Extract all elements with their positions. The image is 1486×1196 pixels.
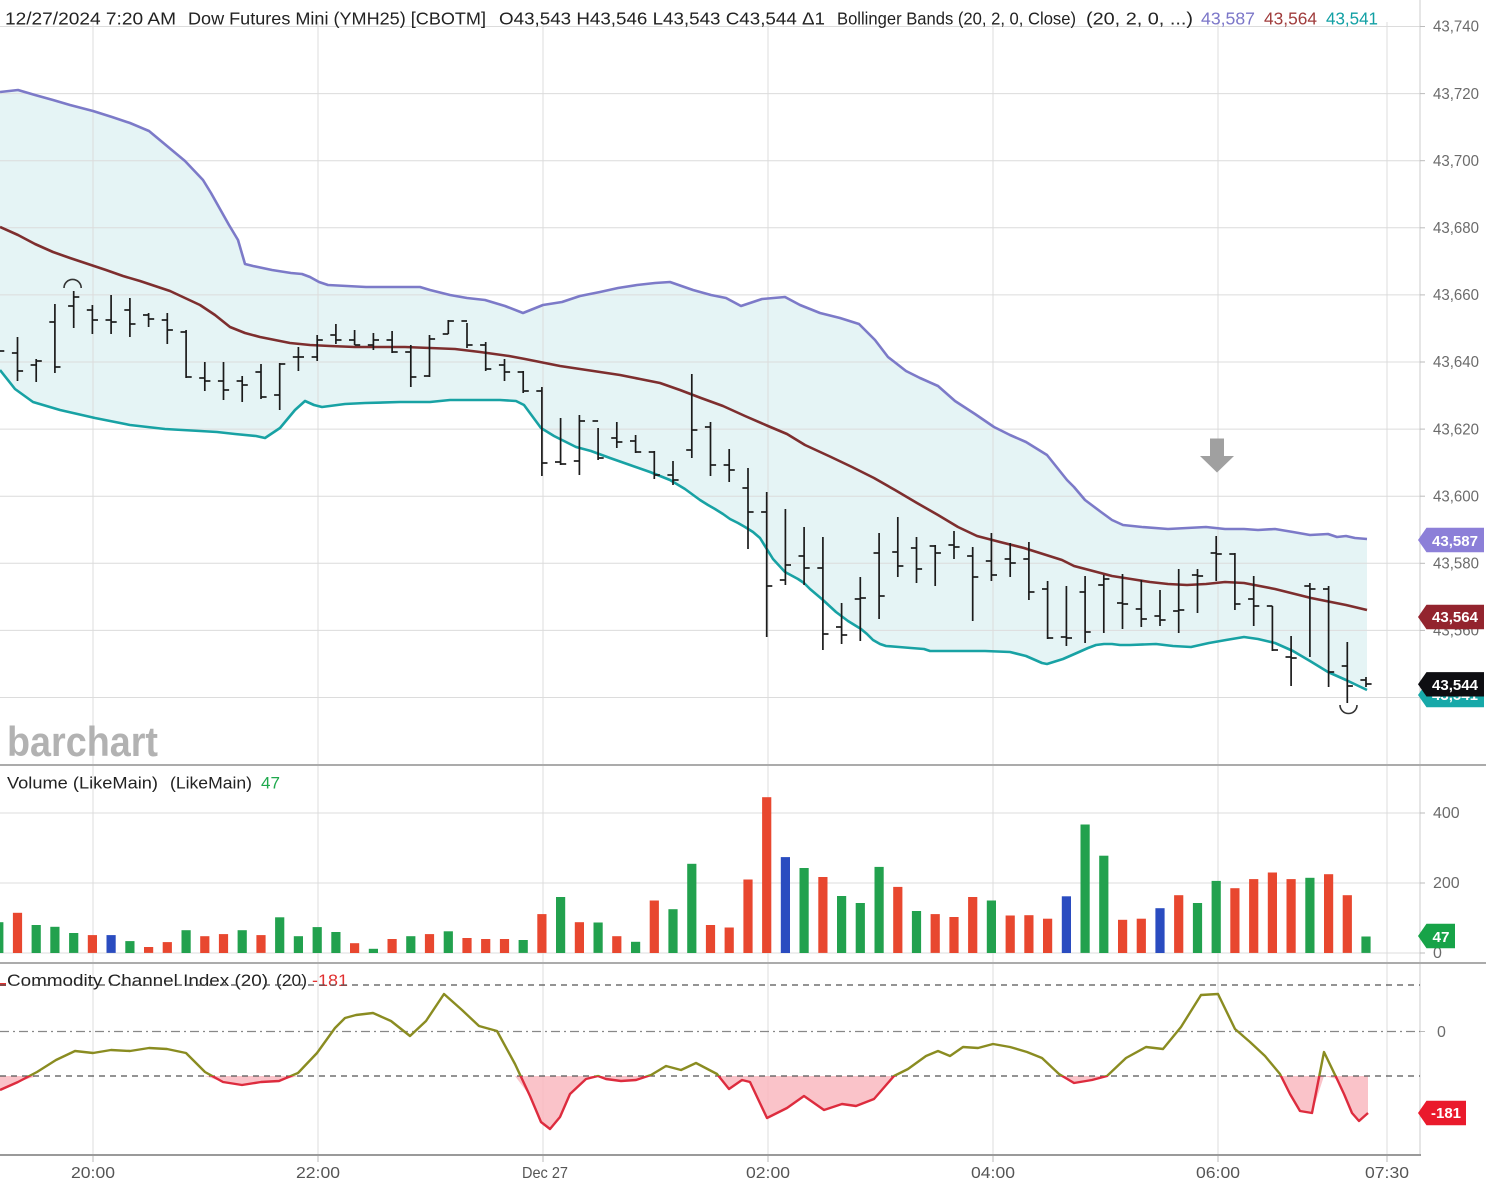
- svg-text:43,580: 43,580: [1433, 556, 1479, 573]
- svg-text:43,564: 43,564: [1264, 9, 1317, 29]
- svg-text:22:00: 22:00: [296, 1165, 340, 1182]
- svg-text:43,700: 43,700: [1433, 153, 1479, 170]
- svg-text:43,600: 43,600: [1433, 488, 1479, 505]
- svg-text:43,740: 43,740: [1433, 19, 1479, 36]
- svg-text:200: 200: [1433, 875, 1460, 892]
- svg-text:20:00: 20:00: [71, 1165, 115, 1182]
- svg-text:43,587: 43,587: [1432, 533, 1478, 550]
- svg-text:-181: -181: [1431, 1105, 1461, 1122]
- svg-text:Bollinger Bands (20, 2, 0, Clo: Bollinger Bands (20, 2, 0, Close): [837, 9, 1076, 29]
- svg-text:400: 400: [1433, 805, 1460, 822]
- svg-text:Volume (LikeMain): Volume (LikeMain): [7, 774, 158, 793]
- svg-text:Dow Futures Mini (YMH25) [CBOT: Dow Futures Mini (YMH25) [CBOTM]: [188, 9, 486, 29]
- svg-text:43,587: 43,587: [1201, 9, 1255, 29]
- svg-text:43,544: 43,544: [1432, 677, 1479, 694]
- svg-text:(20): (20): [276, 971, 307, 990]
- svg-text:-181: -181: [312, 971, 348, 990]
- svg-text:43,720: 43,720: [1433, 86, 1479, 103]
- svg-text:43,541: 43,541: [1326, 9, 1378, 29]
- svg-text:06:00: 06:00: [1196, 1165, 1240, 1182]
- svg-text:(20, 2, 0, ...): (20, 2, 0, ...): [1086, 9, 1193, 29]
- svg-text:Dec 27: Dec 27: [522, 1165, 568, 1182]
- svg-text:0: 0: [1433, 945, 1442, 962]
- svg-text:02:00: 02:00: [746, 1165, 790, 1182]
- svg-text:12/27/2024 7:20 AM: 12/27/2024 7:20 AM: [5, 9, 176, 29]
- svg-text:barchart: barchart: [7, 718, 158, 765]
- svg-text:04:00: 04:00: [971, 1165, 1015, 1182]
- svg-text:O43,543 H43,546 L43,543 C43,54: O43,543 H43,546 L43,543 C43,544 Δ1: [499, 9, 825, 29]
- svg-text:43,680: 43,680: [1433, 220, 1479, 237]
- svg-text:07:30: 07:30: [1365, 1165, 1409, 1182]
- svg-text:43,660: 43,660: [1433, 287, 1479, 304]
- svg-text:43,620: 43,620: [1433, 421, 1479, 438]
- svg-text:Commodity Channel Index (20): Commodity Channel Index (20): [7, 971, 268, 990]
- svg-text:43,564: 43,564: [1432, 609, 1479, 626]
- svg-text:(LikeMain): (LikeMain): [170, 774, 252, 793]
- svg-text:47: 47: [261, 774, 280, 793]
- svg-text:0: 0: [1437, 1024, 1446, 1041]
- svg-text:43,640: 43,640: [1433, 354, 1479, 371]
- svg-text:47: 47: [1433, 929, 1450, 946]
